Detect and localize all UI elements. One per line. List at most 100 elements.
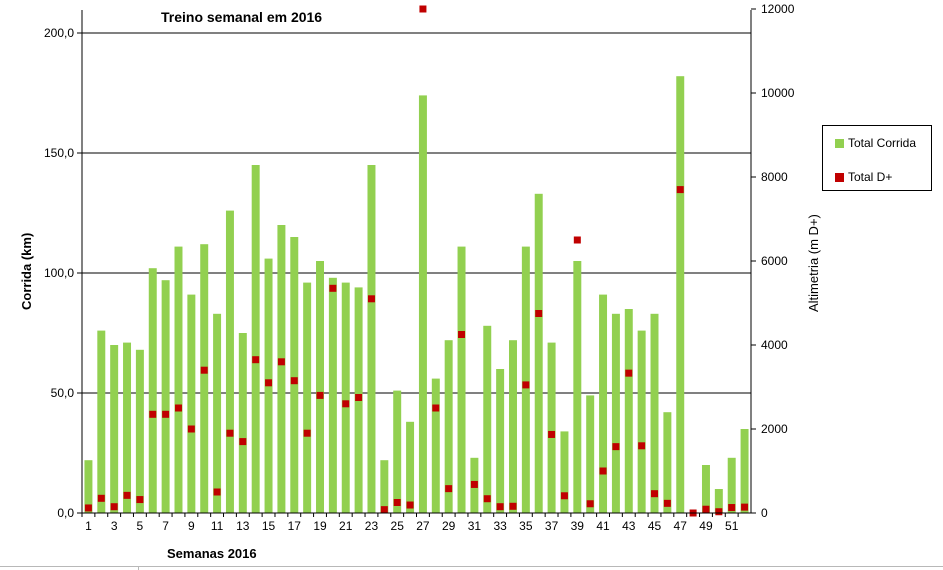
bar-week-14 xyxy=(251,165,260,513)
y-tick-label-left: 200,0 xyxy=(44,26,74,40)
chart-title: Treino semanal em 2016 xyxy=(161,9,322,25)
bar-week-50 xyxy=(714,489,723,513)
markers-total-dplus xyxy=(84,5,749,517)
x-tick-label: 29 xyxy=(442,519,456,533)
sheet-tab-divider xyxy=(0,566,943,567)
marker-week-11 xyxy=(213,488,221,496)
x-tick-label: 33 xyxy=(493,519,507,533)
marker-week-8 xyxy=(174,404,182,412)
marker-week-10 xyxy=(200,366,208,374)
marker-week-50 xyxy=(715,508,723,516)
bar-week-12 xyxy=(225,210,234,513)
marker-week-7 xyxy=(162,410,170,418)
legend-swatch-total-corrida xyxy=(835,138,844,148)
x-tick-label: 27 xyxy=(416,519,430,533)
bar-week-41 xyxy=(599,294,608,513)
y-tick-label-right: 2000 xyxy=(761,422,788,436)
marker-week-52 xyxy=(741,503,749,511)
bar-week-24 xyxy=(380,460,389,513)
bar-week-3 xyxy=(110,345,119,513)
marker-week-20 xyxy=(329,284,337,292)
bar-week-33 xyxy=(496,369,505,513)
legend-item-total-corrida: Total Corrida xyxy=(835,136,916,150)
bar-week-27 xyxy=(418,95,427,514)
marker-week-29 xyxy=(445,485,453,493)
marker-week-38 xyxy=(560,492,568,500)
marker-week-51 xyxy=(728,504,736,512)
sheet-tab-mark xyxy=(138,566,139,570)
x-tick-label: 19 xyxy=(313,519,327,533)
y-tick-label-left: 100,0 xyxy=(44,266,74,280)
marker-week-42 xyxy=(612,443,620,451)
bar-week-32 xyxy=(483,325,492,513)
legend-swatch-total-dplus xyxy=(835,172,844,182)
x-tick-label: 3 xyxy=(111,519,118,533)
marker-week-44 xyxy=(638,442,646,450)
marker-week-49 xyxy=(702,505,710,513)
bar-week-17 xyxy=(290,237,299,513)
marker-week-37 xyxy=(548,430,556,438)
bar-week-49 xyxy=(701,465,710,513)
marker-week-26 xyxy=(406,501,414,509)
bar-week-1 xyxy=(84,460,93,513)
y-tick-label-right: 6000 xyxy=(761,254,788,268)
bar-week-7 xyxy=(161,280,170,513)
bar-week-28 xyxy=(431,378,440,513)
marker-week-32 xyxy=(483,495,491,503)
x-tick-label: 39 xyxy=(571,519,585,533)
y-tick-label-right: 8000 xyxy=(761,170,788,184)
x-tick-label: 7 xyxy=(162,519,169,533)
marker-week-19 xyxy=(316,391,324,399)
x-tick-label: 49 xyxy=(699,519,713,533)
marker-week-4 xyxy=(123,491,131,499)
marker-week-46 xyxy=(663,499,671,507)
y-tick-label-right: 12000 xyxy=(761,2,795,16)
bar-week-13 xyxy=(238,333,247,513)
bar-week-39 xyxy=(573,261,582,513)
x-tick-label: 21 xyxy=(339,519,353,533)
bars-total-corrida xyxy=(84,76,749,514)
y-axis-label-right: Altimetria (m D+) xyxy=(806,214,821,312)
marker-week-27 xyxy=(419,5,427,13)
bar-week-43 xyxy=(624,309,633,513)
marker-week-14 xyxy=(252,356,260,364)
bar-week-47 xyxy=(676,76,685,513)
bar-week-5 xyxy=(135,349,144,513)
x-tick-label: 11 xyxy=(211,519,224,533)
x-tick-label: 15 xyxy=(262,519,276,533)
marker-week-6 xyxy=(149,410,157,418)
marker-week-43 xyxy=(625,369,633,377)
bar-week-26 xyxy=(406,421,415,513)
bar-week-37 xyxy=(547,342,556,513)
bar-week-36 xyxy=(534,193,543,514)
bar-week-38 xyxy=(560,431,569,513)
marker-week-9 xyxy=(187,425,195,433)
bar-week-9 xyxy=(187,294,196,513)
legend-label-total-corrida: Total Corrida xyxy=(848,136,917,150)
marker-week-13 xyxy=(239,438,247,446)
y-tick-label-left: 150,0 xyxy=(44,146,74,160)
marker-week-35 xyxy=(522,381,530,389)
marker-week-41 xyxy=(599,467,607,475)
y-tick-label-left: 50,0 xyxy=(51,386,75,400)
marker-week-15 xyxy=(265,379,273,387)
x-tick-label: 45 xyxy=(648,519,662,533)
x-tick-label: 23 xyxy=(365,519,379,533)
marker-week-31 xyxy=(470,480,478,488)
marker-week-23 xyxy=(367,295,375,303)
marker-week-24 xyxy=(380,506,388,514)
bar-week-35 xyxy=(521,246,530,513)
bar-week-21 xyxy=(341,282,350,513)
bar-week-30 xyxy=(457,246,466,513)
bar-week-29 xyxy=(444,340,453,513)
y-tick-label-right: 0 xyxy=(761,506,768,520)
bar-week-11 xyxy=(213,313,222,513)
bar-week-42 xyxy=(611,313,620,513)
marker-week-21 xyxy=(342,400,350,408)
bar-week-40 xyxy=(586,395,595,513)
x-tick-label: 43 xyxy=(622,519,636,533)
y-axis-label-left: Corrida (km) xyxy=(19,233,34,310)
marker-week-16 xyxy=(277,358,285,366)
marker-week-30 xyxy=(458,331,466,338)
marker-week-47 xyxy=(676,186,684,194)
